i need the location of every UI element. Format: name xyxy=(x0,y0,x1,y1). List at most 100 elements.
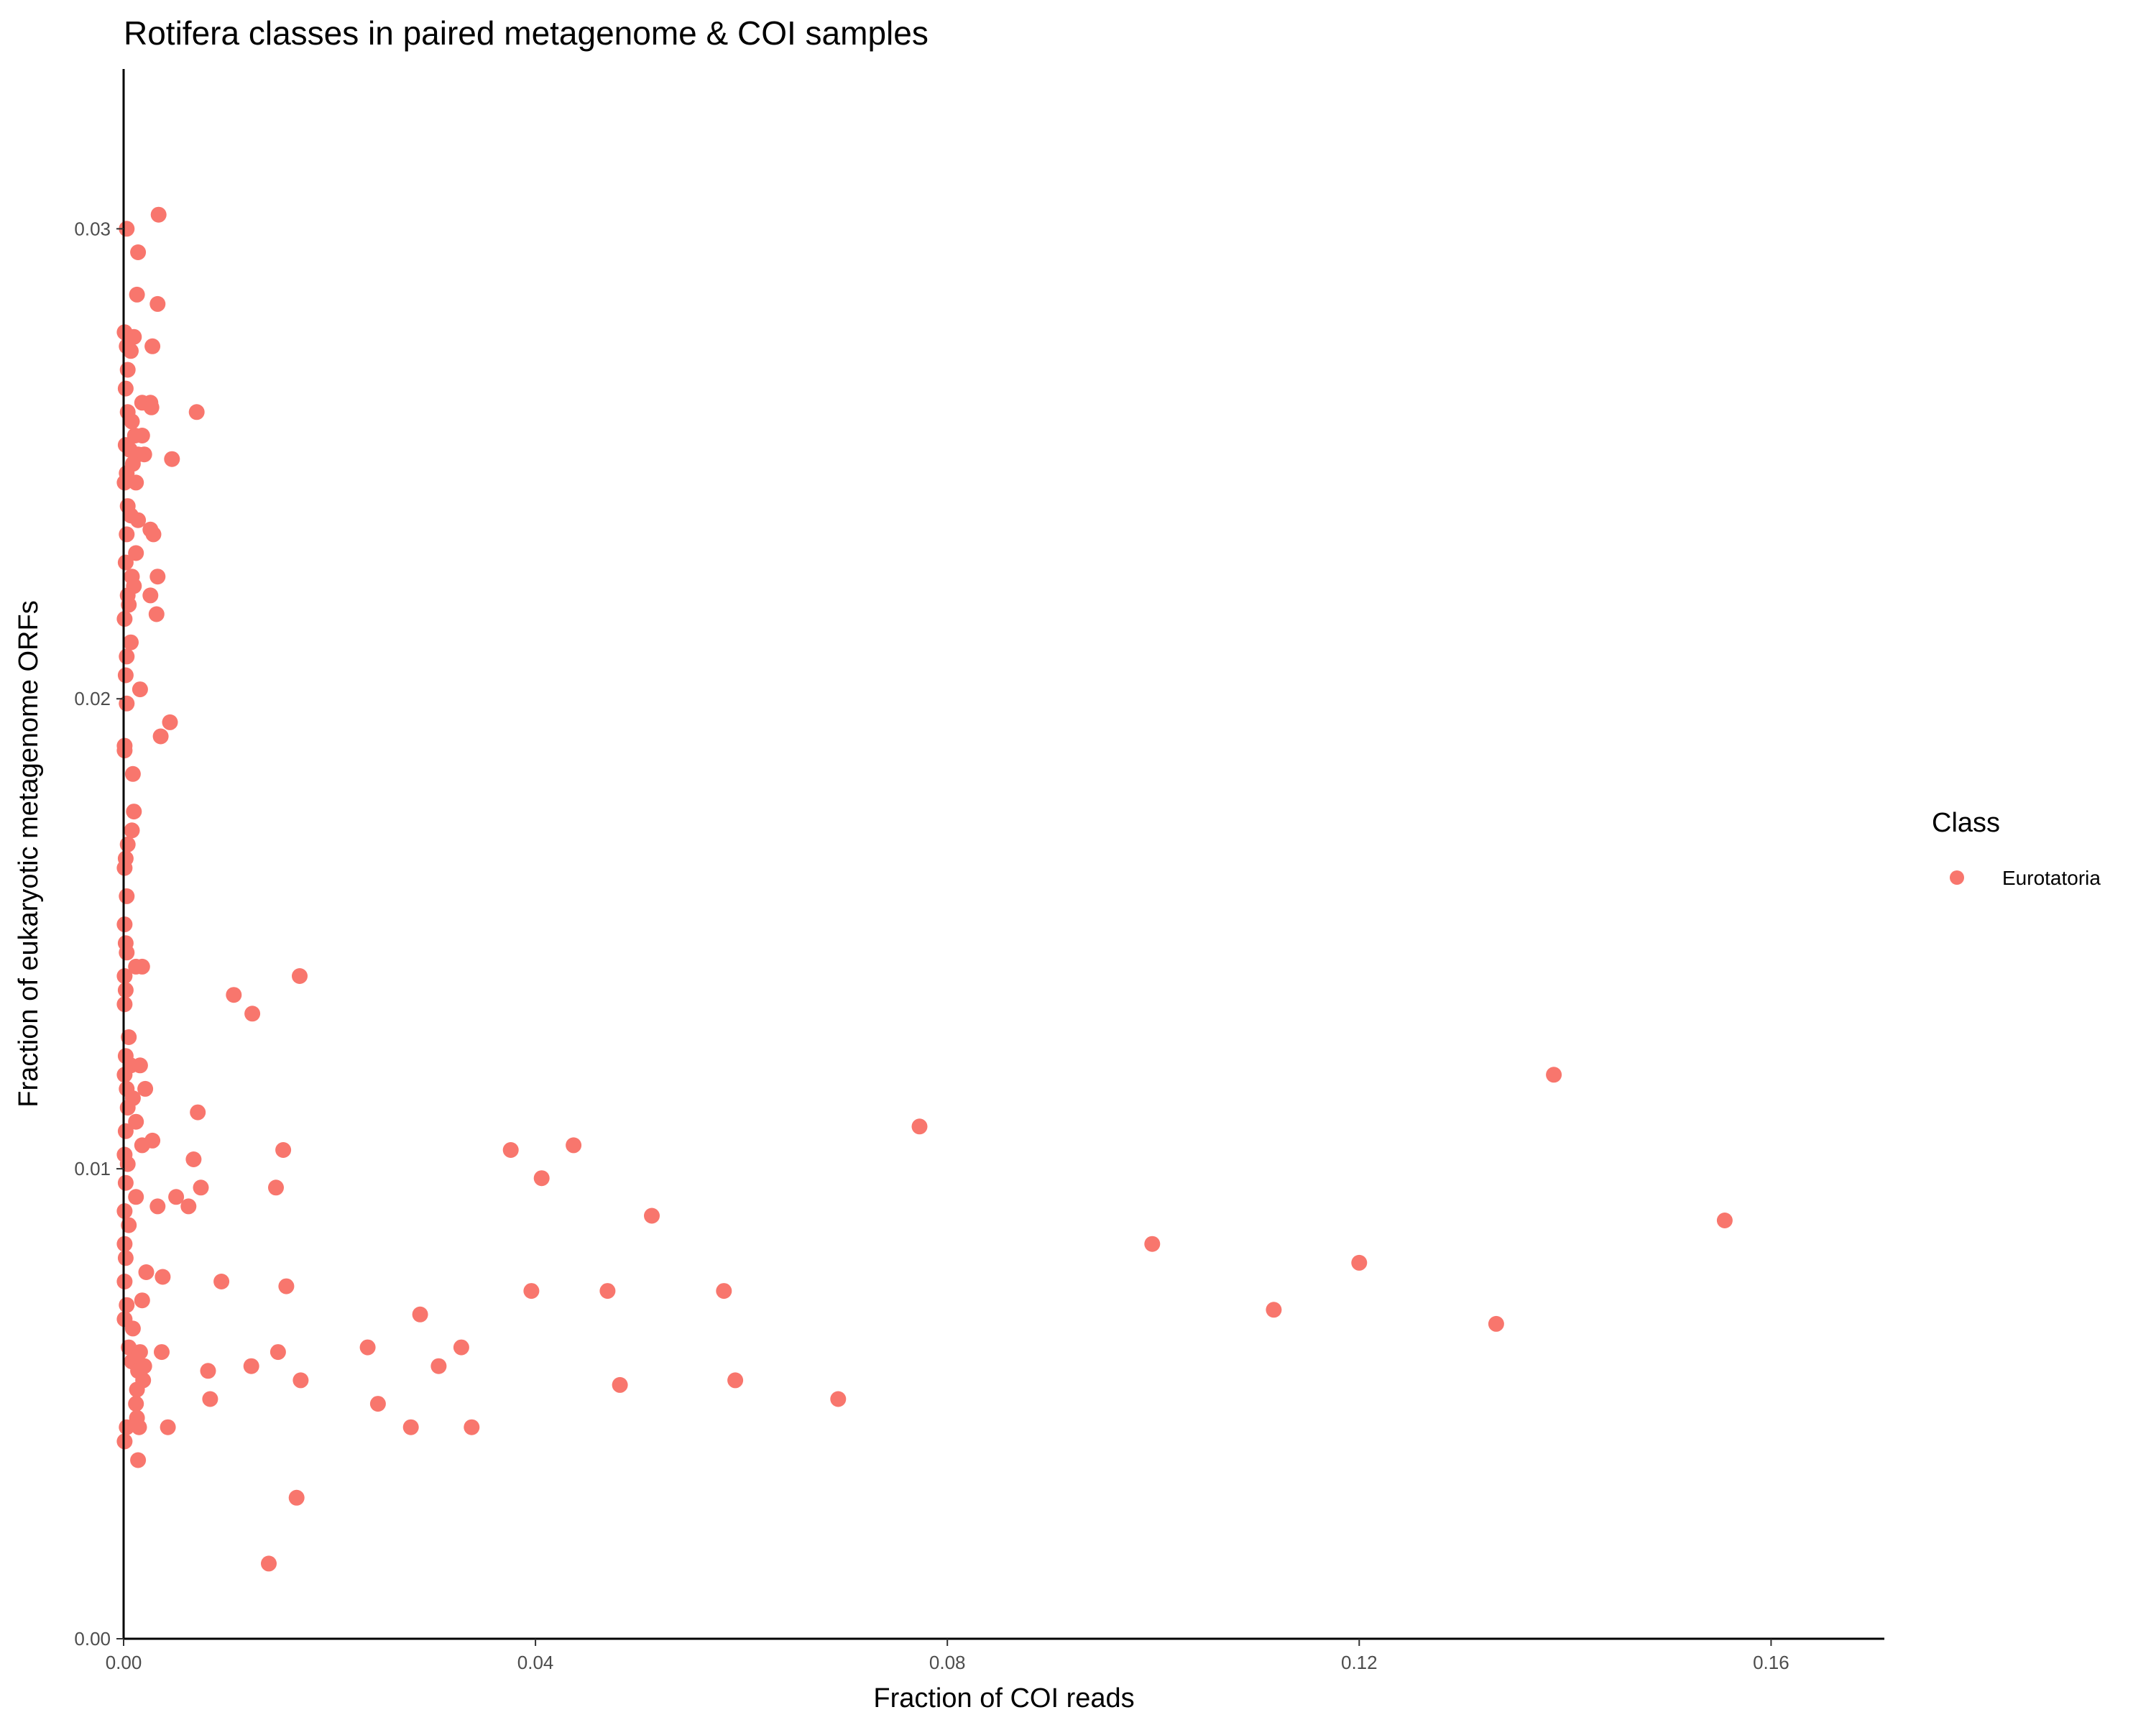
data-point xyxy=(149,569,166,585)
data-point xyxy=(119,836,136,852)
chart-title: Rotifera classes in paired metagenome & … xyxy=(124,14,929,52)
data-point xyxy=(202,1391,218,1407)
data-point xyxy=(523,1283,540,1300)
data-point xyxy=(533,1170,550,1187)
points-layer xyxy=(116,206,1733,1572)
data-point xyxy=(121,1217,137,1233)
data-point xyxy=(117,1123,134,1139)
data-point xyxy=(117,1250,134,1266)
data-point xyxy=(131,1419,147,1435)
data-point xyxy=(275,1142,292,1158)
x-tick-label: 0.16 xyxy=(1753,1652,1789,1673)
data-point xyxy=(612,1376,628,1393)
data-point xyxy=(164,451,180,467)
x-tick-label: 0.04 xyxy=(517,1652,554,1673)
data-point xyxy=(292,1372,309,1389)
data-point xyxy=(1266,1302,1282,1318)
y-axis-title: Fraction of eukaryotic metagenome ORFs xyxy=(14,600,44,1107)
data-point xyxy=(154,1344,170,1361)
x-tick-label: 0.08 xyxy=(929,1652,966,1673)
data-point xyxy=(155,1269,171,1285)
data-point xyxy=(117,667,134,684)
data-point xyxy=(145,526,162,543)
legend-label-eurotatoria: Eurotatoria xyxy=(2002,867,2101,889)
x-tick-label: 0.00 xyxy=(106,1652,142,1673)
data-point xyxy=(502,1142,519,1158)
data-point xyxy=(134,958,150,975)
legend-title: Class xyxy=(1932,808,2000,838)
data-point xyxy=(134,1292,150,1309)
data-point xyxy=(119,695,135,712)
data-point xyxy=(143,399,160,415)
data-point xyxy=(1144,1236,1161,1252)
data-point xyxy=(119,944,135,961)
data-point xyxy=(142,587,159,604)
data-point xyxy=(149,1198,166,1215)
data-point xyxy=(128,1189,144,1205)
data-point xyxy=(149,295,166,312)
data-point xyxy=(124,822,140,839)
x-axis-title: Fraction of COI reads xyxy=(873,1683,1134,1714)
data-point xyxy=(213,1274,230,1289)
data-point xyxy=(124,413,140,430)
data-point xyxy=(270,1344,286,1361)
data-point xyxy=(117,380,134,397)
data-point xyxy=(644,1208,660,1224)
data-point xyxy=(402,1419,419,1435)
data-point xyxy=(123,343,139,359)
data-point xyxy=(430,1358,447,1374)
data-point xyxy=(150,206,167,223)
x-tick-label: 0.12 xyxy=(1341,1652,1378,1673)
data-point xyxy=(129,286,145,303)
data-point xyxy=(727,1372,744,1389)
data-point xyxy=(599,1283,616,1300)
data-point xyxy=(359,1339,376,1356)
data-point xyxy=(144,338,161,354)
data-point xyxy=(126,804,142,820)
data-point xyxy=(911,1118,928,1135)
data-point xyxy=(412,1306,428,1322)
y-tick-label: 0.00 xyxy=(74,1628,111,1650)
data-point xyxy=(132,1057,148,1074)
data-point xyxy=(190,1104,206,1121)
data-point xyxy=(292,968,308,984)
data-point xyxy=(129,1381,145,1398)
data-point xyxy=(1488,1315,1504,1332)
data-point xyxy=(130,1452,147,1468)
data-point xyxy=(119,888,135,904)
data-point xyxy=(278,1278,295,1294)
data-point xyxy=(119,1297,135,1313)
axes-layer xyxy=(122,69,1884,1640)
data-point xyxy=(130,512,147,528)
data-point xyxy=(261,1555,277,1572)
y-tick-label: 0.03 xyxy=(74,218,111,239)
data-point xyxy=(138,1264,155,1280)
data-point xyxy=(288,1489,305,1506)
data-point xyxy=(180,1198,197,1215)
data-point xyxy=(243,1358,259,1374)
data-point xyxy=(148,606,165,622)
data-point xyxy=(134,428,150,443)
data-point xyxy=(566,1137,582,1154)
legend: Class Eurotatoria xyxy=(1932,808,2101,889)
data-point xyxy=(117,982,134,998)
data-point xyxy=(369,1396,386,1412)
y-tick-label: 0.01 xyxy=(74,1158,111,1179)
data-point xyxy=(1351,1254,1368,1271)
data-point xyxy=(119,526,135,543)
data-point xyxy=(188,404,205,420)
data-point xyxy=(124,765,141,782)
data-point xyxy=(128,474,144,491)
data-point xyxy=(168,1189,185,1205)
data-point xyxy=(124,1320,141,1337)
data-point xyxy=(119,1156,136,1172)
data-point xyxy=(152,728,169,745)
data-point xyxy=(121,1029,137,1045)
y-tick-label: 0.02 xyxy=(74,688,111,709)
data-point xyxy=(137,1080,154,1097)
data-point xyxy=(121,597,137,613)
data-point xyxy=(830,1391,847,1407)
data-point xyxy=(132,681,148,698)
data-point xyxy=(119,362,136,378)
